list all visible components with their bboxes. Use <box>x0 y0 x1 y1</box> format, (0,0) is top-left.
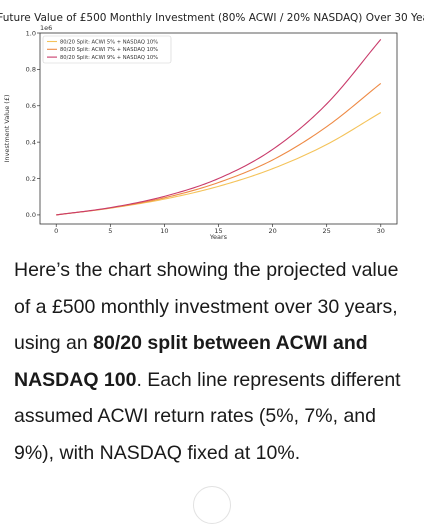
x-tick-label: 15 <box>214 227 222 235</box>
assistant-message: Here’s the chart showing the projected v… <box>14 252 414 471</box>
y-tick-label: 0.2 <box>26 175 36 183</box>
chart: Future Value of £500 Monthly Investment … <box>0 12 424 241</box>
message-intro: Here’s the chart showing the projected v… <box>14 259 399 354</box>
series-line <box>56 112 382 216</box>
x-tick-label: 30 <box>377 227 385 235</box>
legend-box <box>42 35 172 64</box>
legend-label: 80/20 Split: ACWI 5% + NASDAQ 10% <box>60 39 158 45</box>
series-line <box>56 39 382 216</box>
series-line <box>56 82 382 216</box>
x-tick-label: 10 <box>160 227 168 235</box>
series-lines <box>56 39 382 216</box>
chart-title: Future Value of £500 Monthly Investment … <box>0 12 424 24</box>
x-tick-label: 25 <box>323 227 331 235</box>
legend-label: 80/20 Split: ACWI 7% + NASDAQ 10% <box>60 47 158 53</box>
message-bold-split: 80/20 split between ACWI and NASDAQ 100 <box>14 332 368 391</box>
y-tick-label: 0.8 <box>26 66 36 74</box>
y-tick-label: 0.0 <box>26 211 36 219</box>
legend-label: 80/20 Split: ACWI 9% + NASDAQ 10% <box>60 55 158 61</box>
y-scale-offset-label: 1e6 <box>40 24 52 32</box>
x-tick-label: 5 <box>108 227 112 235</box>
message-rest: . Each line represents different assumed… <box>14 368 401 464</box>
x-tick-label: 20 <box>268 227 276 235</box>
y-axis-label: Investment Value (£) <box>3 94 11 162</box>
scroll-down-button[interactable] <box>193 486 231 524</box>
legend: 80/20 Split: ACWI 5% + NASDAQ 10% 80/20 S… <box>42 35 172 64</box>
x-tick-label: 0 <box>54 227 58 235</box>
y-tick-label: 1.0 <box>26 29 36 37</box>
x-axis-label: Years <box>209 233 228 241</box>
y-tick-label: 0.6 <box>26 102 36 110</box>
axis-ticks: 0 5 10 15 20 25 30 0.0 0.2 0.4 0.6 0.8 1.0 <box>26 29 385 235</box>
y-tick-label: 0.4 <box>26 138 36 146</box>
